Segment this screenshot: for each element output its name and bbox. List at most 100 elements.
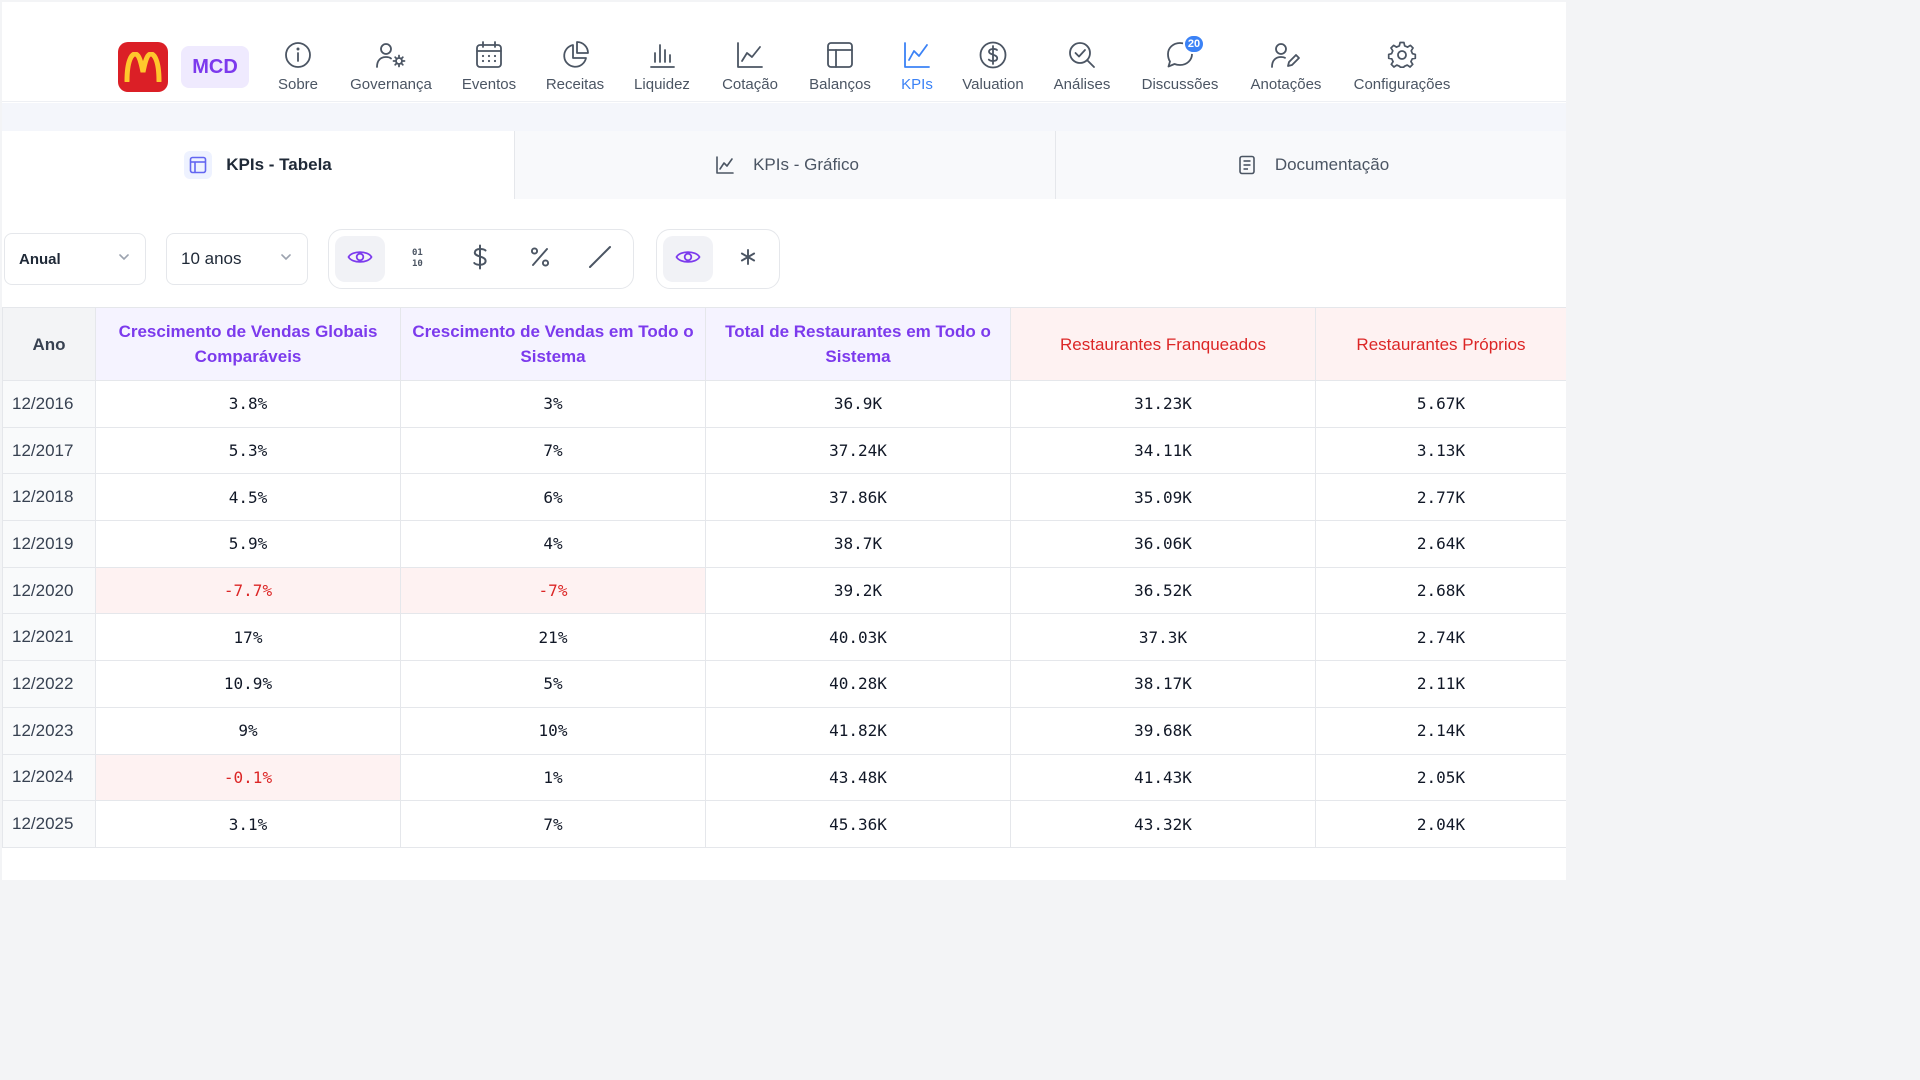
value-cell: 39.68K xyxy=(1010,706,1316,755)
asterisk-icon xyxy=(739,248,757,271)
table-body: 12/2016 3.8% 3% 36.9K 31.23K 5.67K 12/2017 5.3%… xyxy=(2,380,1566,848)
nav-item-discussoes[interactable]: 20 Discussões xyxy=(1140,34,1220,98)
range-select[interactable]: 10 anos xyxy=(166,233,308,285)
value-cell: 10.9% xyxy=(95,660,401,708)
table-row: 12/2018 4.5% 6% 37.86K 35.09K 2.77K xyxy=(2,473,1566,522)
year-cell: 12/2023 xyxy=(2,706,96,755)
column-header[interactable]: Crescimento de Vendas em Todo o Sistema xyxy=(400,307,706,381)
nav-item-sobre[interactable]: Sobre xyxy=(276,38,320,98)
dollar-icon xyxy=(471,244,489,275)
show-highlights-button[interactable] xyxy=(663,236,713,282)
value-cell: 7% xyxy=(400,426,706,475)
year-cell: 12/2017 xyxy=(2,426,96,475)
header-divider-strip xyxy=(2,103,1566,131)
column-header[interactable]: Restaurantes Franqueados xyxy=(1010,307,1316,381)
value-cell: 40.28K xyxy=(705,660,1011,708)
value-cell: 5.67K xyxy=(1315,380,1566,428)
value-cell: 3% xyxy=(400,380,706,428)
nav-item-label: Anotações xyxy=(1250,76,1322,93)
year-cell: 12/2022 xyxy=(2,660,96,708)
value-cell: 4.5% xyxy=(95,473,401,522)
value-cell: 2.68K xyxy=(1315,566,1566,615)
nav-item-receitas[interactable]: Receitas xyxy=(544,38,606,98)
line-chart-icon xyxy=(711,151,739,179)
nav-item-configuracoes[interactable]: Configurações xyxy=(1352,38,1452,98)
table-row: 12/2021 17% 21% 40.03K 37.3K 2.74K xyxy=(2,613,1566,662)
value-cell: 1% xyxy=(400,753,706,802)
value-cell: 2.14K xyxy=(1315,706,1566,755)
eye-icon xyxy=(347,248,373,271)
bar-chart-icon xyxy=(645,38,679,72)
tab-kpis-grafico[interactable]: KPIs - Gráfico xyxy=(514,131,1055,199)
value-cell: 43.32K xyxy=(1010,800,1316,848)
binary-format-button[interactable]: 01 10 xyxy=(395,236,445,282)
value-cell: 36.52K xyxy=(1010,566,1316,615)
notification-count-badge: 20 xyxy=(1183,34,1205,54)
value-cell: 17% xyxy=(95,613,401,662)
value-cell: 38.17K xyxy=(1010,660,1316,708)
currency-format-button[interactable] xyxy=(455,236,505,282)
table-row: 12/2023 9% 10% 41.82K 39.68K 2.14K xyxy=(2,706,1566,755)
asterisk-button[interactable] xyxy=(723,236,773,282)
kpi-chart-icon xyxy=(900,38,934,72)
nav-item-eventos[interactable]: Eventos xyxy=(460,38,518,98)
value-cell: 2.64K xyxy=(1315,520,1566,568)
table-icon xyxy=(184,151,213,179)
nav-item-anotacoes[interactable]: Anotações xyxy=(1248,38,1324,98)
svg-text:10: 10 xyxy=(412,259,423,268)
format-button-group: 01 10 xyxy=(328,229,634,289)
mcdonalds-logo[interactable] xyxy=(118,42,168,92)
show-values-button[interactable] xyxy=(335,236,385,282)
column-header[interactable]: Ano xyxy=(2,307,96,381)
value-cell: 40.03K xyxy=(705,613,1011,662)
percent-icon xyxy=(529,246,551,273)
calendar-icon xyxy=(472,38,506,72)
value-cell: 4% xyxy=(400,520,706,568)
value-cell: 2.74K xyxy=(1315,613,1566,662)
value-cell: 35.09K xyxy=(1010,473,1316,522)
chevron-down-icon xyxy=(117,250,131,268)
nav-item-valuation[interactable]: Valuation xyxy=(960,38,1026,98)
table-row: 12/2024 -0.1% 1% 43.48K 41.43K 2.05K xyxy=(2,753,1566,802)
ticker-badge[interactable]: MCD xyxy=(181,46,249,88)
tab-documentacao[interactable]: Documentação xyxy=(1055,131,1566,199)
value-cell: 41.82K xyxy=(705,706,1011,755)
kpi-table: Ano Crescimento de Vendas Globais Compará… xyxy=(2,307,1566,848)
value-cell: 3.13K xyxy=(1315,426,1566,475)
nav-item-label: Configurações xyxy=(1353,76,1451,93)
nav-item-cotacao[interactable]: Cotação xyxy=(719,38,781,98)
nav-item-label: Governança xyxy=(350,76,432,93)
nav-item-governanca[interactable]: Governança xyxy=(348,38,434,98)
value-cell: 21% xyxy=(400,613,706,662)
table-row: 12/2022 10.9% 5% 40.28K 38.17K 2.11K xyxy=(2,660,1566,708)
tab-kpis-tabela[interactable]: KPIs - Tabela xyxy=(2,131,514,199)
year-cell: 12/2018 xyxy=(2,473,96,522)
column-header[interactable]: Restaurantes Próprios xyxy=(1315,307,1566,381)
pie-chart-icon xyxy=(558,38,592,72)
nav-item-analises[interactable]: Análises xyxy=(1053,38,1111,98)
nav-item-kpis[interactable]: KPIs xyxy=(900,38,934,98)
layout-icon xyxy=(823,38,857,72)
value-cell: 37.24K xyxy=(705,426,1011,475)
value-cell: 2.04K xyxy=(1315,800,1566,848)
value-cell: 31.23K xyxy=(1010,380,1316,428)
nav-item-liquidez[interactable]: Liquidez xyxy=(633,38,691,98)
ratio-format-button[interactable] xyxy=(575,236,625,282)
value-cell: 10% xyxy=(400,706,706,755)
nav-item-label: Receitas xyxy=(545,76,605,93)
range-value: 10 anos xyxy=(181,249,242,268)
period-value: Anual xyxy=(19,250,61,268)
value-cell: -7.7% xyxy=(95,566,401,615)
column-header[interactable]: Crescimento de Vendas Globais Comparávei… xyxy=(95,307,401,381)
period-select[interactable]: Anual xyxy=(4,233,146,285)
percent-format-button[interactable] xyxy=(515,236,565,282)
chat-icon: 20 xyxy=(1163,34,1205,72)
year-cell: 12/2020 xyxy=(2,566,96,615)
value-cell: -0.1% xyxy=(95,753,401,802)
column-header[interactable]: Total de Restaurantes em Todo o Sistema xyxy=(705,307,1011,381)
nav-item-balancos[interactable]: Balanços xyxy=(807,38,873,98)
gear-icon xyxy=(1385,38,1419,72)
slash-icon xyxy=(587,245,613,274)
table-row: 12/2025 3.1% 7% 45.36K 43.32K 2.04K xyxy=(2,800,1566,848)
nav-item-label: Análises xyxy=(1053,76,1111,93)
